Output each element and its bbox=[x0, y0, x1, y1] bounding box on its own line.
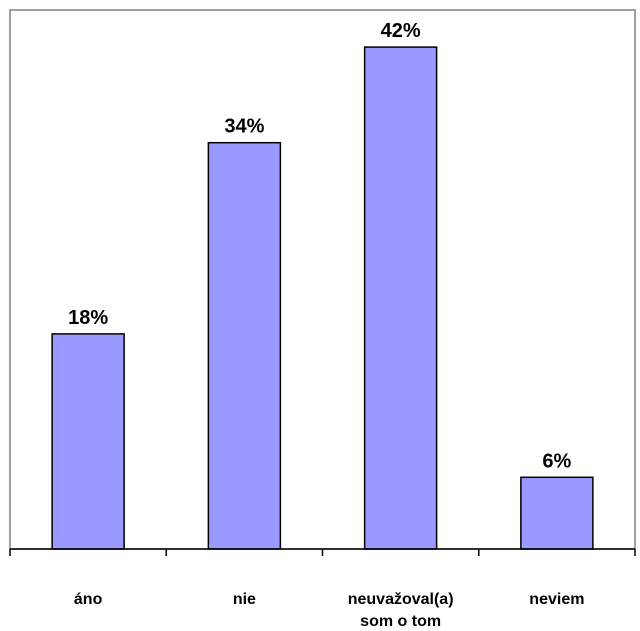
category-label: áno bbox=[74, 591, 103, 608]
x-ticks-group bbox=[9, 549, 636, 556]
category-labels-group: áno nie neuvažoval(a) som o tom neviem bbox=[74, 591, 585, 630]
bar bbox=[207, 141, 282, 550]
category-label: neviem bbox=[529, 591, 584, 608]
category-label: neuvažoval(a) bbox=[348, 591, 454, 608]
category-label: som o tom bbox=[360, 613, 441, 630]
bar bbox=[520, 476, 594, 550]
bars-group bbox=[51, 46, 594, 550]
value-labels-group: 18% 34% 42% 6% bbox=[68, 20, 571, 472]
category-label: nie bbox=[233, 591, 256, 608]
bar bbox=[363, 46, 438, 550]
value-label: 6% bbox=[542, 450, 571, 472]
value-label: 18% bbox=[68, 307, 108, 329]
value-label: 42% bbox=[381, 20, 421, 42]
bar bbox=[51, 333, 125, 550]
value-label: 34% bbox=[224, 116, 264, 138]
